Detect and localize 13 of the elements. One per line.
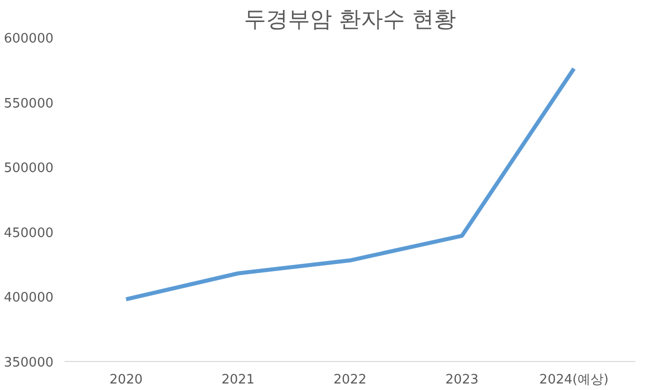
x-tick-label: 2021 — [221, 372, 255, 388]
y-tick-label: 350000 — [4, 356, 54, 370]
chart-title: 두경부암 환자수 현황 — [244, 8, 456, 32]
x-tick-label: 2020 — [110, 372, 143, 388]
x-tick-label: 2024(예상) — [539, 372, 609, 388]
y-tick-label: 500000 — [4, 161, 54, 176]
y-tick-label: 450000 — [4, 226, 54, 241]
line-series — [124, 66, 576, 302]
y-tick-label: 600000 — [4, 32, 54, 46]
x-tick-label: 2022 — [333, 372, 367, 388]
y-tick-label: 400000 — [4, 290, 54, 306]
y-tick-label: 550000 — [4, 96, 54, 112]
x-tick-label: 2023 — [445, 372, 479, 388]
